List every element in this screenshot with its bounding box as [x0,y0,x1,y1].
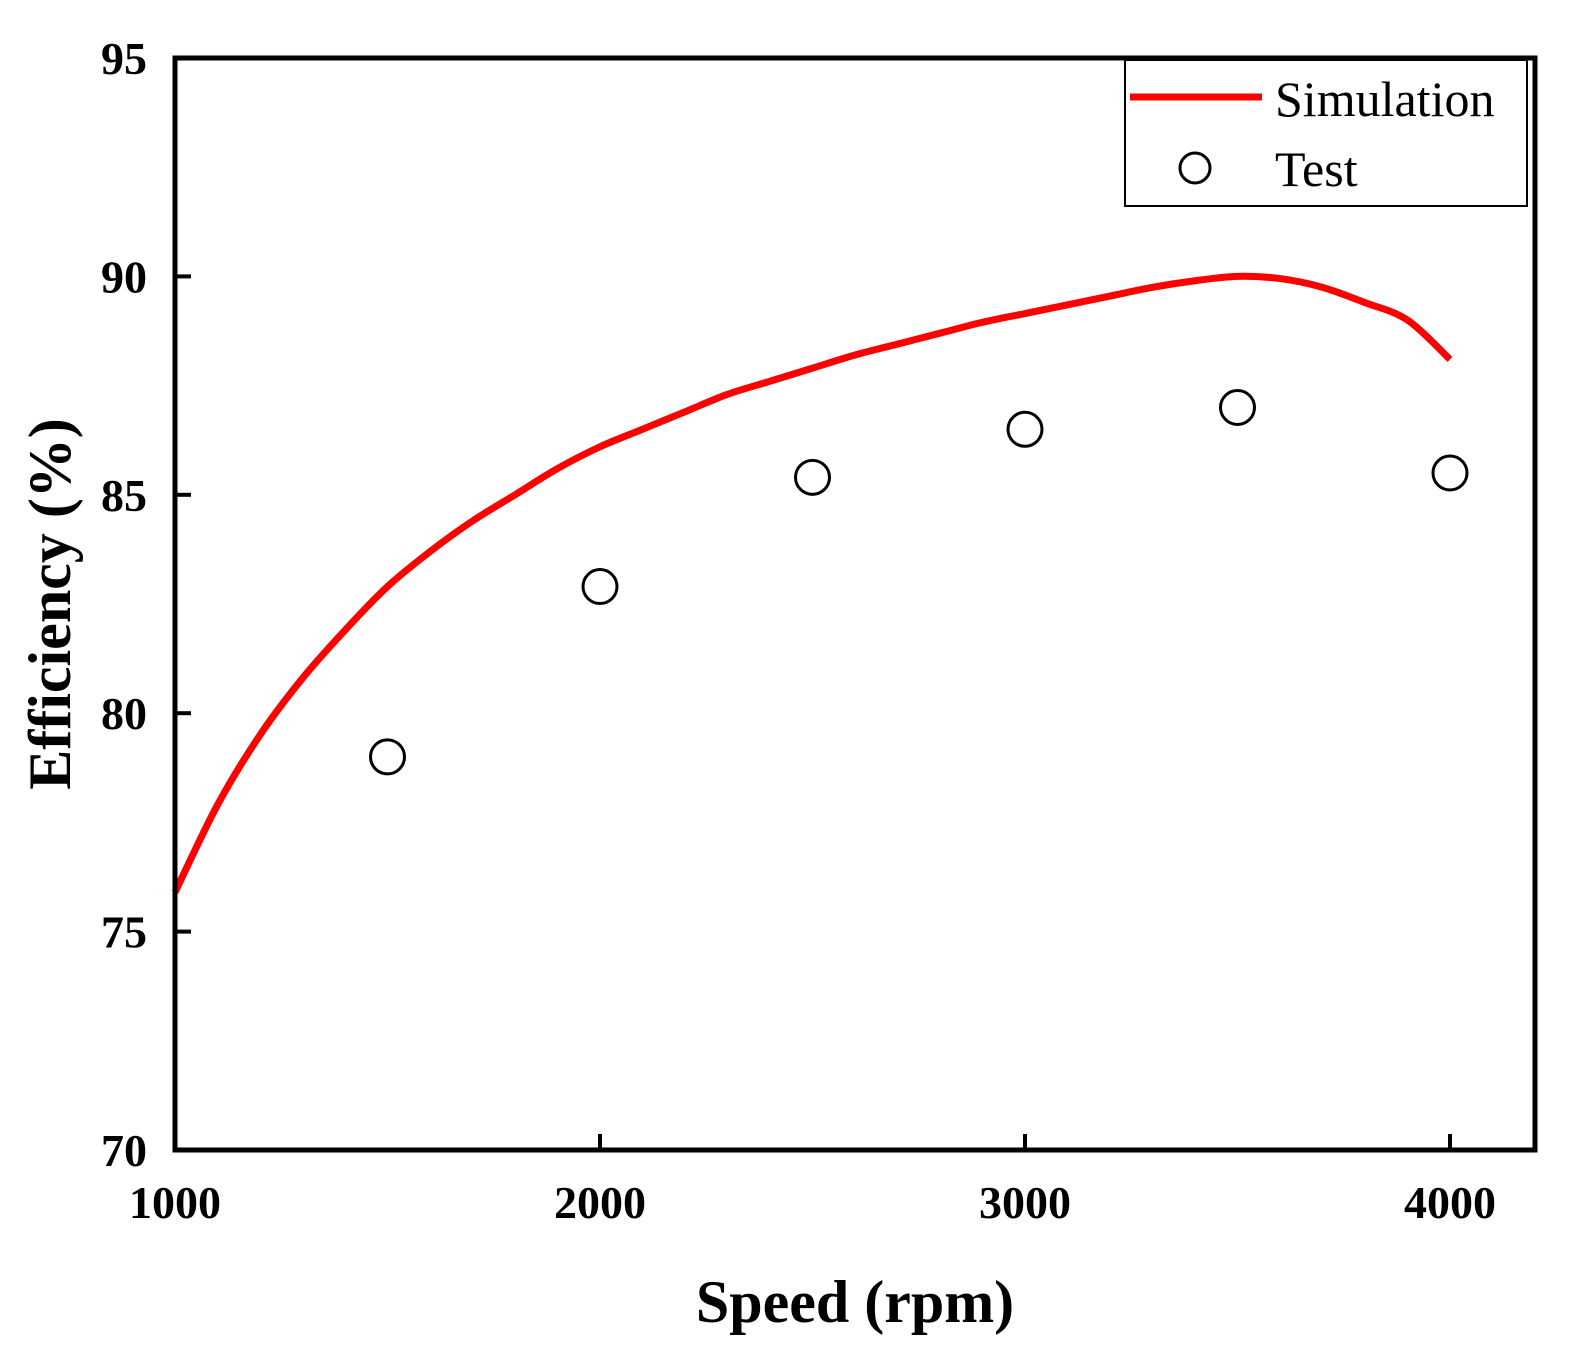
y-tick-label: 70 [101,1125,147,1176]
test-data-point [1006,410,1044,448]
x-tick-label: 4000 [1404,1177,1496,1228]
y-tick-label: 85 [101,470,147,521]
plot-series [171,272,1469,894]
y-tick-label: 95 [101,33,147,84]
y-tick-label: 80 [101,688,147,739]
test-data-point [369,738,406,776]
legend-box [1124,59,1528,207]
simulation-series-line [171,272,1453,894]
legend-test-label: Test [1275,141,1358,197]
x-axis-title: Speed (rpm) [696,1269,1014,1335]
test-data-point [581,568,619,606]
legend: Simulation Test [1124,59,1528,207]
x-tick-label: 3000 [979,1177,1071,1228]
axis-ticks: 1000 2000 3000 4000 70 75 80 85 90 95 [101,33,1496,1228]
y-tick-label: 75 [101,907,147,958]
test-data-point [1431,454,1469,492]
test-data-point [1219,388,1256,426]
legend-simulation-label: Simulation [1275,71,1494,127]
x-tick-label: 2000 [554,1177,646,1228]
x-tick-label: 1000 [129,1177,221,1228]
test-data-point [794,458,831,496]
y-axis-title: Efficiency (%) [17,418,83,790]
plot-area-frame [172,55,1538,1153]
legend-test-marker [1178,151,1212,185]
y-tick-label: 90 [101,251,147,302]
